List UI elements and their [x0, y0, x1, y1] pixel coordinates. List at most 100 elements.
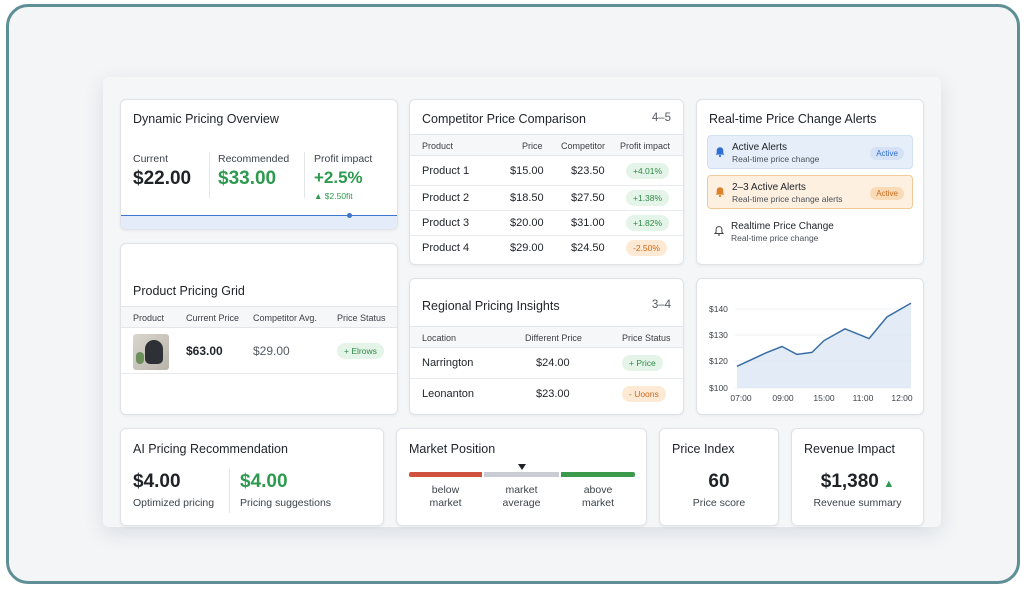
app-frame: Dynamic Pricing Overview Current $22.00 … — [6, 4, 1020, 584]
segment-label-line: average — [502, 497, 541, 509]
price-index-value: 60 — [708, 471, 730, 492]
up-arrow-icon: ▲ — [883, 478, 895, 490]
segment-below — [409, 472, 482, 477]
alert-sub: Real-time price change — [731, 233, 819, 243]
table-row[interactable]: Product 3 $20.00 $31.00 +1.82% — [410, 211, 683, 236]
series-line — [736, 302, 912, 367]
regional-table-header: Location Different Price Price Status — [410, 326, 683, 348]
divider — [209, 152, 210, 198]
competitor-count: 4–5 — [651, 112, 671, 124]
pricing-overview-title: Dynamic Pricing Overview — [133, 112, 279, 126]
segment-label-average: market average — [484, 484, 559, 510]
product-thumbnail — [133, 334, 169, 370]
table-row[interactable]: Product 4 $29.00 $24.50 -2.50% — [410, 236, 683, 262]
segment-label-below: below market — [409, 484, 482, 510]
pricing-overview-card: Dynamic Pricing Overview Current $22.00 … — [120, 99, 398, 230]
competitor-table-header: Product Price Competitor Profit impact — [410, 134, 683, 156]
alert-title: Active Alerts — [732, 142, 788, 153]
col-price-status: Price Status — [337, 313, 386, 323]
product-image-icon — [145, 340, 163, 364]
profit-sub-value: $2.50fit — [324, 191, 353, 201]
bell-icon — [715, 147, 725, 158]
alert-item[interactable]: Active Alerts Real-time price change Act… — [707, 135, 913, 169]
product-name: Product 2 — [422, 192, 470, 204]
competitor-price: $27.50 — [571, 192, 605, 204]
revenue-value-wrap: $1,380 ▲ — [792, 471, 923, 493]
product-name: Product 3 — [422, 217, 470, 229]
pricing-grid-title: Product Pricing Grid — [133, 284, 245, 298]
plant-icon — [136, 352, 144, 364]
table-row[interactable]: Narrington $24.00 + Price — [410, 348, 683, 379]
segment-label-line: market — [429, 497, 462, 509]
competitor-avg: $29.00 — [253, 344, 290, 358]
revenue-value: $1,380 — [820, 471, 879, 492]
y-tick-label: $100 — [709, 383, 728, 393]
location-name: Narrington — [422, 357, 474, 369]
status-badge: + Price — [622, 355, 663, 371]
price: $18.50 — [510, 192, 544, 204]
series-area — [737, 303, 911, 388]
bell-icon — [715, 187, 725, 198]
status-badge: - Uoons — [622, 386, 666, 402]
optimized-value: $4.00 — [133, 471, 181, 492]
col-competitor-avg: Competitor Avg. — [253, 313, 317, 323]
y-tick-label: $120 — [709, 356, 728, 366]
current-label: Current — [133, 153, 169, 165]
segment-label-above: above market — [561, 484, 635, 510]
mini-trend-band — [121, 213, 397, 229]
price-index-label: Price score — [692, 497, 746, 509]
table-row[interactable]: Leonanton $23.00 - Uoons — [410, 379, 683, 410]
col-price: Price — [522, 141, 543, 151]
price: $29.00 — [510, 242, 544, 254]
alert-sub: Real-time price change alerts — [732, 194, 843, 204]
pricing-grid-card: Product Pricing Grid Product Current Pri… — [120, 243, 398, 415]
recommended-label: Recommended — [218, 153, 290, 165]
segment-label-line: above — [583, 484, 613, 496]
revenue-label: Revenue summary — [813, 497, 902, 509]
price-trend-chart-card: $140 $130 $120 $100 07:00 09:00 15:00 11:00 12:0… — [696, 278, 924, 415]
divider — [304, 152, 305, 198]
alerts-title: Real-time Price Change Alerts — [709, 112, 877, 126]
col-competitor: Competitor — [561, 141, 606, 151]
product-name: Product 4 — [422, 242, 470, 254]
alert-sub: Real-time price change — [732, 154, 820, 164]
bell-outline-icon — [713, 226, 725, 236]
divider — [229, 469, 230, 513]
col-product: Product — [133, 313, 165, 323]
suggestion-label: Pricing suggestions — [240, 497, 332, 509]
regional-title: Regional Pricing Insights — [422, 299, 560, 313]
impact-badge: +4.01% — [626, 163, 670, 179]
impact-badge: +1.38% — [626, 190, 670, 206]
price-index-title: Price Index — [672, 442, 735, 456]
competitor-price: $31.00 — [571, 217, 605, 229]
table-row[interactable]: Product 2 $18.50 $27.50 +1.38% — [410, 186, 683, 211]
alert-item[interactable]: 2–3 Active Alerts Real-time price change… — [707, 175, 913, 209]
product-name: Product 1 — [422, 165, 470, 177]
segment-average — [484, 472, 559, 477]
market-marker-icon — [518, 464, 526, 470]
competitor-title: Competitor Price Comparison — [422, 112, 586, 126]
trend-point-icon — [347, 213, 352, 218]
alert-title: 2–3 Active Alerts — [732, 182, 806, 193]
regional-count: 3–4 — [651, 299, 671, 311]
col-different-price: Different Price — [525, 333, 582, 343]
recommended-value: $33.00 — [218, 168, 277, 189]
regional-price: $24.00 — [536, 357, 570, 369]
alert-item[interactable]: Realtime Price Change Real-time price ch… — [707, 215, 913, 249]
table-row[interactable]: $63.00 $29.00 + Elrows — [121, 328, 397, 374]
dashboard-board: Dynamic Pricing Overview Current $22.00 … — [103, 77, 941, 527]
status-badge: Active — [870, 187, 904, 200]
segment-label-line: below — [431, 484, 460, 496]
table-row[interactable]: Product 1 $15.00 $23.50 +4.01% — [410, 156, 683, 186]
impact-badge: -2.50% — [626, 240, 667, 256]
x-tick-label: 12:00 — [891, 393, 913, 403]
profit-value: +2.5% — [314, 168, 363, 187]
price: $20.00 — [510, 217, 544, 229]
regional-price: $23.00 — [536, 388, 570, 400]
optimized-label: Optimized pricing — [133, 497, 215, 509]
col-price-status: Price Status — [622, 333, 671, 343]
x-tick-label: 09:00 — [772, 393, 794, 403]
alert-title: Realtime Price Change — [731, 221, 834, 232]
suggestion-value: $4.00 — [240, 471, 288, 492]
